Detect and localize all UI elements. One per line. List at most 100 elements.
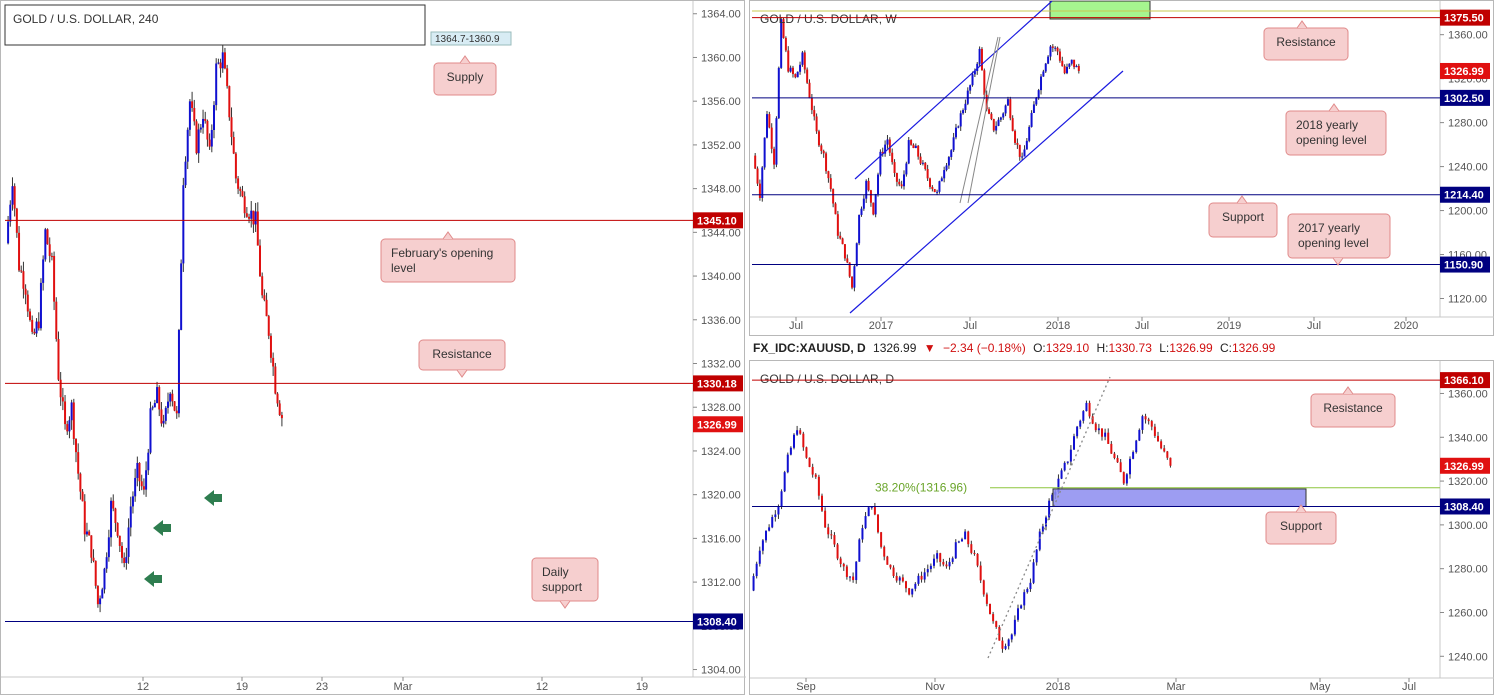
chart-4h[interactable]: 1364.00 1360.00 1356.00 1352.00 1348.00 1344.… — [1, 1, 746, 696]
candle-body — [267, 316, 270, 336]
chart-daily[interactable]: 1360.00 1340.00 1320.00 1300.00 1280.00 1260.… — [750, 361, 1494, 696]
callout-tail — [559, 600, 571, 609]
callout-support: Support — [1208, 195, 1278, 238]
chart-panel-4h[interactable]: 1364.00 1360.00 1356.00 1352.00 1348.00 1344.… — [0, 0, 746, 696]
candle-body — [988, 109, 991, 114]
candle-body — [903, 174, 906, 187]
candle-body — [771, 517, 774, 528]
candle-body — [1045, 517, 1047, 527]
candle-body — [99, 598, 102, 605]
candle-body — [269, 335, 272, 358]
candle-body — [1104, 432, 1107, 437]
candle-body — [784, 37, 787, 51]
candle-body — [26, 294, 29, 312]
candle-body — [1076, 426, 1079, 437]
candle-body — [131, 496, 134, 507]
candle-body — [68, 420, 71, 432]
candle-body — [796, 430, 799, 435]
candle-body — [820, 145, 823, 151]
high-label: H: — [1096, 341, 1109, 355]
symbol-label[interactable]: FX_IDC:XAUUSD, D — [753, 341, 866, 355]
candle-body — [42, 259, 45, 283]
chart-panel-weekly[interactable]: 1360.00 1320.00 1280.00 1240.00 1200.00 1160.… — [749, 0, 1494, 336]
price-tick-label: 1200.00 — [1448, 206, 1488, 218]
green-arrow-icon — [204, 490, 222, 506]
candle-body — [758, 183, 761, 198]
candle-body — [883, 546, 886, 557]
candle-body — [206, 120, 209, 140]
candle-body — [138, 462, 141, 482]
candle-body — [31, 319, 34, 332]
time-tick-label: 23 — [316, 681, 328, 693]
candle-body — [898, 577, 901, 581]
time-tick-label: 12 — [137, 681, 149, 693]
candle-body — [1023, 149, 1026, 157]
candle-body — [851, 276, 854, 288]
chart-weekly[interactable]: 1360.001320.001280.001240.001200.001160.… — [750, 1, 1494, 337]
candle-body — [70, 402, 73, 421]
candle-body — [107, 537, 110, 558]
candle-body — [1038, 531, 1041, 550]
candle-body — [1119, 462, 1122, 473]
candle-body — [125, 556, 128, 564]
candle-body — [50, 255, 53, 257]
candle-body — [858, 214, 861, 244]
callout-tail — [1332, 257, 1344, 266]
candle-body — [979, 565, 982, 581]
level-price-tag: 1345.10 — [697, 215, 737, 227]
level-price-tag: 1150.90 — [1444, 260, 1483, 272]
price-tick-label: 1320.00 — [701, 490, 741, 502]
candle-body — [765, 114, 768, 138]
callout-text: Resistance — [1276, 35, 1336, 49]
candle-body — [114, 508, 117, 523]
symbol-info-bar: FX_IDC:XAUUSD, D 1326.99 ▼ −2.34 (−0.18%… — [749, 336, 1494, 360]
candle-body — [773, 148, 776, 165]
down-arrow-icon: ▼ — [923, 341, 936, 355]
candle-body — [867, 180, 870, 191]
candle-body — [780, 19, 783, 68]
candle-body — [808, 457, 811, 467]
callout-text: 2018 yearly — [1296, 118, 1358, 132]
candle-body — [140, 481, 143, 487]
candle-body — [156, 387, 159, 404]
candle-body — [1051, 46, 1054, 48]
candle-body — [1060, 470, 1063, 479]
candle-body — [976, 63, 979, 72]
candle-body — [877, 514, 879, 533]
candle-body — [830, 534, 833, 536]
candle-body — [259, 245, 261, 277]
candle-body — [966, 90, 969, 104]
candle-body — [936, 191, 939, 193]
candle-body — [121, 545, 123, 558]
candle-body — [794, 74, 797, 78]
last-price-tag-bg — [1440, 62, 1490, 79]
callout-text: February's opening — [391, 246, 493, 260]
candle-body — [924, 162, 927, 170]
candle-body — [1113, 453, 1116, 458]
chart-panel-daily[interactable]: 1360.00 1340.00 1320.00 1300.00 1280.00 1260.… — [749, 360, 1494, 695]
candle-body — [782, 19, 785, 38]
time-tick-label: 12 — [536, 681, 548, 693]
candle-body — [46, 229, 49, 245]
last-price: 1326.99 — [873, 341, 917, 355]
candle-body — [1001, 640, 1004, 649]
candle-body — [1063, 66, 1066, 74]
candle-body — [1082, 411, 1085, 421]
candle-body — [1028, 126, 1031, 141]
candle-body — [1030, 112, 1033, 127]
candle-body — [957, 541, 960, 543]
candle-body — [997, 119, 1000, 126]
chart-title: GOLD / U.S. DOLLAR, 240 — [13, 12, 159, 26]
candle-body — [869, 190, 872, 203]
candle-body — [182, 185, 185, 264]
level-price-tag: 1308.40 — [697, 616, 737, 628]
candle-body — [933, 189, 936, 192]
candle-body — [761, 540, 764, 551]
level-price-tag: 1302.50 — [1444, 93, 1484, 105]
time-tick-label: 19 — [236, 681, 248, 693]
callout-text: Support — [1280, 519, 1323, 533]
candle-body — [136, 462, 139, 478]
candle-body — [110, 500, 113, 538]
candle-body — [252, 210, 255, 225]
candle-body — [230, 117, 233, 138]
